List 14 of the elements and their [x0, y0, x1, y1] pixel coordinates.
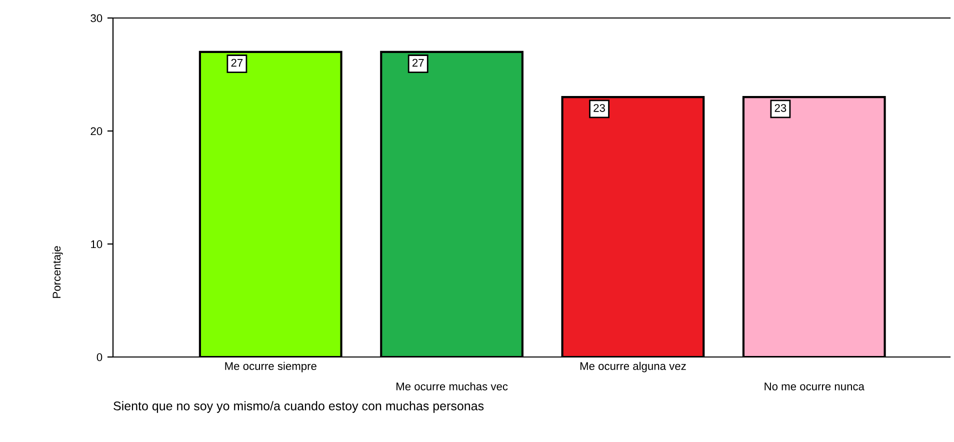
- data-label: 27: [412, 58, 424, 67]
- x-tick-label: Me ocurre siempre: [225, 362, 316, 372]
- data-label: 23: [774, 104, 786, 112]
- x-tick-label: Me ocurre muchas vec: [396, 382, 508, 390]
- data-label: 27: [231, 58, 243, 67]
- y-tick-label: 0: [96, 353, 102, 362]
- y-tick-label: 30: [90, 14, 102, 22]
- x-tick-label: No me ocurre nunca: [764, 382, 864, 390]
- data-label: 23: [594, 104, 605, 112]
- x-tick-label: Me ocurre alguna vez: [580, 362, 686, 372]
- x-axis-title: Siento que no soy yo mismo/a cuando estoy con muchas personas: [114, 401, 484, 413]
- y-tick-label: 10: [91, 240, 102, 248]
- y-axis-title: Porcentaje: [52, 246, 63, 298]
- y-tick-label: 20: [90, 127, 102, 136]
